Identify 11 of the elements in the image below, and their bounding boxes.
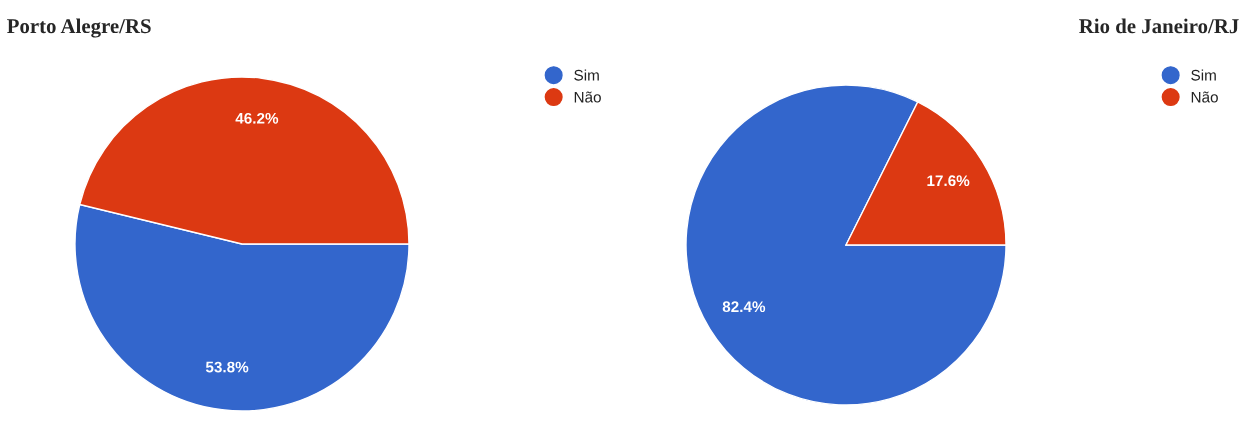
data-label: 53.8%	[205, 361, 249, 373]
chart-title: Porto Alegre/RS	[7, 18, 151, 38]
legend-label: Não	[574, 91, 601, 103]
data-label: 82.4%	[722, 301, 766, 313]
legend-label: Não	[1191, 91, 1218, 103]
data-label: 17.6%	[927, 175, 970, 187]
chart-title: Rio de Janeiro/RJ	[1079, 18, 1239, 34]
data-label: 46.2%	[235, 112, 279, 124]
legend-label: Sim	[1191, 69, 1216, 81]
legend-label: Sim	[574, 69, 599, 81]
pie-slice	[685, 84, 1007, 406]
